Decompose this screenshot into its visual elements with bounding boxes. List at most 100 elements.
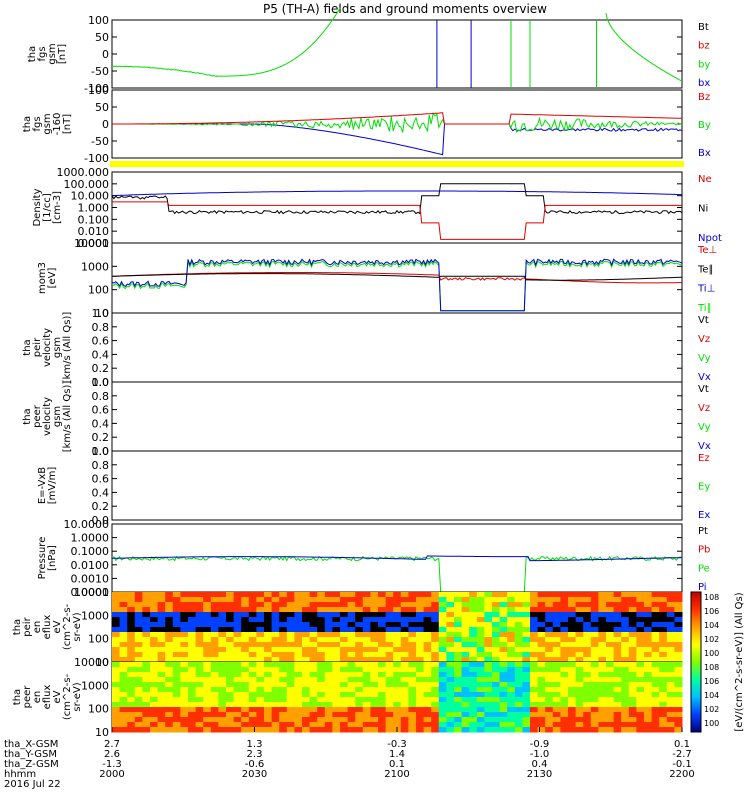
heat-cell [165, 697, 174, 703]
heat-cell [598, 602, 607, 608]
ytick-label: 1000 [81, 679, 109, 692]
heat-cell [492, 717, 501, 723]
ytick-label: 0.0100 [71, 559, 110, 572]
heat-cell [400, 667, 409, 673]
heat-cell [195, 597, 204, 603]
heat-cell [188, 677, 197, 683]
heat-cell [233, 627, 242, 633]
heat-cell [370, 632, 379, 638]
heat-cell [507, 682, 516, 688]
heat-cell [674, 602, 683, 608]
heat-cell [279, 717, 288, 723]
heat-cell [522, 642, 531, 648]
heat-cell [271, 617, 280, 623]
heat-cell [340, 607, 349, 613]
heat-cell [271, 592, 280, 598]
heat-cell [568, 692, 577, 698]
heat-cell [545, 692, 554, 698]
heat-cell [393, 662, 402, 668]
heat-cell [674, 677, 683, 683]
heat-cell [112, 632, 121, 638]
heat-cell [438, 627, 447, 633]
heat-cell [674, 682, 683, 688]
heat-cell [568, 717, 577, 723]
heat-cell [362, 697, 371, 703]
heat-cell [347, 727, 356, 733]
heat-cell [264, 632, 273, 638]
heat-cell [385, 667, 394, 673]
heat-cell [347, 692, 356, 698]
heat-cell [355, 602, 364, 608]
heat-cell [355, 727, 364, 733]
ytick-label: 10 [95, 726, 109, 739]
legend-pt: Pt [698, 526, 708, 537]
heat-cell [203, 672, 212, 678]
heat-cell [446, 662, 455, 668]
panel-frame [111, 242, 683, 314]
heat-cell [438, 692, 447, 698]
heat-cell [218, 607, 227, 613]
heat-cell [651, 727, 660, 733]
plot-title: P5 (TH-A) fields and ground moments over… [263, 2, 547, 16]
heat-cell [218, 717, 227, 723]
heat-cell [279, 622, 288, 628]
heat-cell [142, 647, 151, 653]
heat-cell [241, 717, 250, 723]
heat-cell [210, 602, 219, 608]
ytick-label: 100 [88, 284, 109, 297]
heat-cell [226, 697, 235, 703]
heat-cell [195, 627, 204, 633]
heat-cell [286, 692, 295, 698]
heat-cell [362, 707, 371, 713]
heat-cell [370, 617, 379, 623]
heat-cell [340, 672, 349, 678]
heat-cell [408, 632, 417, 638]
heat-cell [469, 687, 478, 693]
heat-cell [112, 672, 121, 678]
heat-cell [188, 612, 197, 618]
heat-cell [233, 602, 242, 608]
heat-cell [636, 592, 645, 598]
heat-cell [416, 627, 425, 633]
heat-cell [332, 602, 341, 608]
heat-cell [317, 647, 326, 653]
heat-cell [127, 722, 136, 728]
ylabel: en [32, 691, 43, 704]
heat-cell [552, 677, 561, 683]
heat-cell [666, 702, 675, 708]
heat-cell [476, 592, 485, 598]
heat-cell [530, 622, 539, 628]
heat-cell [575, 687, 584, 693]
heat-cell [112, 647, 121, 653]
heat-cell [636, 637, 645, 643]
heat-cell [378, 682, 387, 688]
heat-cell [393, 627, 402, 633]
heat-cell [340, 652, 349, 658]
heat-cell [256, 597, 265, 603]
heat-cell [446, 622, 455, 628]
heat-cell [446, 642, 455, 648]
heat-cell [127, 632, 136, 638]
heat-cell [560, 702, 569, 708]
heat-cell [362, 692, 371, 698]
heat-cell [127, 642, 136, 648]
heat-cell [400, 612, 409, 618]
heat-cell [514, 642, 523, 648]
heat-cell [666, 727, 675, 733]
heat-cell [659, 652, 668, 658]
heat-cell [461, 672, 470, 678]
heat-cell [628, 657, 637, 663]
heat-cell [165, 662, 174, 668]
heat-cell [522, 607, 531, 613]
heat-cell [575, 622, 584, 628]
heat-cell [294, 687, 303, 693]
heat-cell [423, 722, 432, 728]
heat-cell [469, 722, 478, 728]
heat-cell [636, 607, 645, 613]
heat-cell [583, 622, 592, 628]
heat-cell [416, 727, 425, 733]
heat-cell [180, 672, 189, 678]
heat-cell [362, 682, 371, 688]
heat-cell [112, 717, 121, 723]
heat-cell [119, 597, 128, 603]
